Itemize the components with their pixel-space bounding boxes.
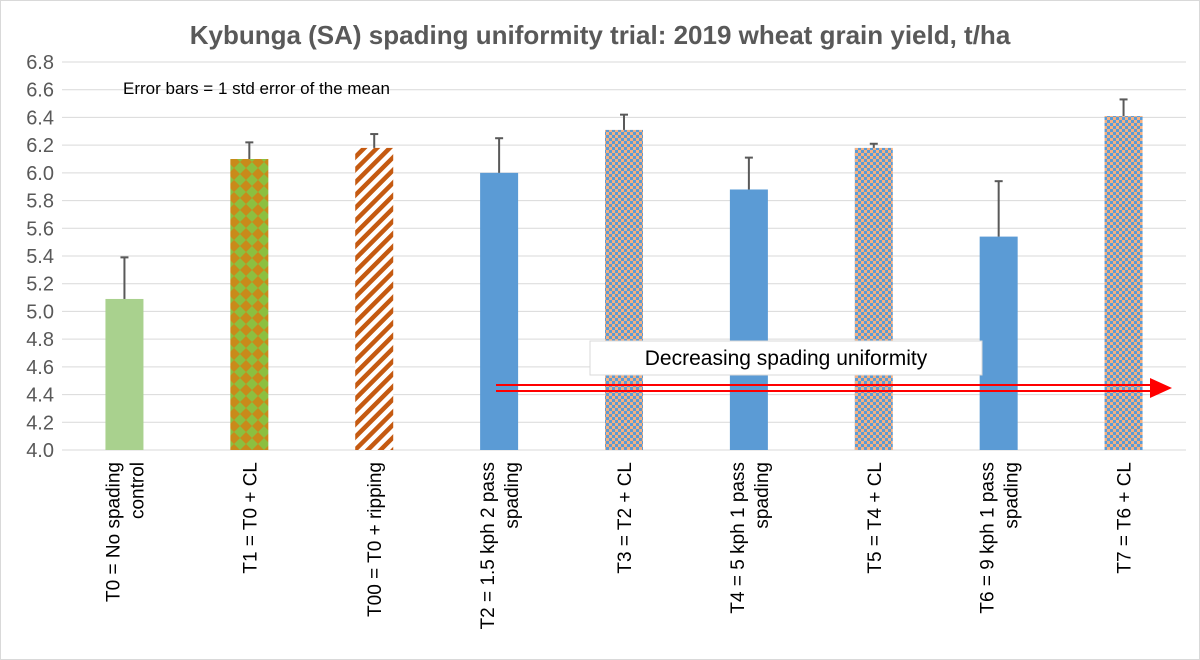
y-axis-ticks: 4.0 4.2 4.4 4.6 4.8 5.0 5.2 5.4 5.6 5.8 6.0 6.2 6.4 6…	[26, 52, 54, 462]
x-category-line: spading	[502, 462, 523, 529]
x-category-line: T0 = No spading	[103, 462, 124, 602]
x-category-label: T5 = T4 + CL	[865, 462, 886, 574]
bar	[729, 189, 768, 450]
y-tick-label: 6.6	[26, 80, 54, 102]
bar	[979, 236, 1018, 450]
x-category-line: control	[127, 462, 148, 519]
y-tick-label: 5.4	[26, 246, 54, 268]
x-category-line: T6 = 9 kph 1 pass	[978, 462, 999, 614]
x-category-label: T7 = T6 + CL	[1115, 462, 1136, 574]
x-category-line: T4 = 5 kph 1 pass	[728, 462, 749, 614]
y-tick-label: 4.6	[26, 357, 54, 379]
x-category-label: T3 = T2 + CL	[615, 462, 636, 574]
arrow-head	[1150, 378, 1172, 398]
x-axis-labels: T0 = No spading control T1 = T0 + CL T00 = …	[103, 462, 1135, 629]
x-category-line: T2 = 1.5 kph 2 pass	[478, 462, 499, 629]
y-tick-label: 6.8	[26, 52, 54, 74]
y-tick-label: 4.8	[26, 329, 54, 351]
y-tick-label: 5.2	[26, 274, 54, 296]
y-tick-label: 5.6	[26, 218, 54, 240]
error-bars	[120, 98, 1128, 299]
y-tick-label: 4.2	[26, 412, 54, 434]
x-category-label: T1 = T0 + CL	[240, 462, 261, 574]
x-category-line: spading	[1002, 462, 1023, 529]
x-category-line: T5 = T4 + CL	[865, 462, 886, 574]
y-tick-label: 5.0	[26, 301, 54, 323]
bar	[480, 172, 519, 450]
error-bar-note: Error bars = 1 std error of the mean	[123, 79, 390, 98]
y-tick-label: 6.0	[26, 163, 54, 185]
bar	[1104, 116, 1143, 451]
annotation-box	[589, 340, 983, 376]
y-tick-label: 4.0	[26, 440, 54, 462]
x-category-line: T1 = T0 + CL	[240, 462, 261, 574]
y-tick-label: 5.8	[26, 191, 54, 213]
x-category-label: T00 = T0 + ripping	[365, 462, 386, 617]
decreasing-uniformity-arrow	[496, 378, 1172, 398]
x-category-label: T0 = No spading control	[103, 462, 148, 602]
x-category-label: T6 = 9 kph 1 pass spading	[978, 462, 1023, 614]
bar	[105, 298, 144, 450]
y-tick-label: 6.4	[26, 107, 54, 129]
x-category-line: T00 = T0 + ripping	[365, 462, 386, 617]
y-tick-label: 6.2	[26, 135, 54, 157]
x-category-label: T2 = 1.5 kph 2 pass spading	[478, 462, 523, 629]
bars	[105, 116, 1143, 451]
x-category-line: spading	[752, 462, 773, 529]
bar	[230, 159, 269, 450]
x-category-line: T3 = T2 + CL	[615, 462, 636, 574]
bar	[854, 147, 893, 450]
bar	[605, 129, 643, 450]
y-tick-label: 4.4	[26, 385, 54, 407]
bar	[355, 147, 394, 450]
x-category-label: T4 = 5 kph 1 pass spading	[728, 462, 773, 614]
x-category-line: T7 = T6 + CL	[1115, 462, 1136, 574]
chart-title: Kybunga (SA) spading uniformity trial: 2…	[190, 20, 1011, 50]
annotation-text: Decreasing spading uniformity	[645, 347, 928, 370]
uniformity-annotation: Decreasing spading uniformity	[589, 340, 983, 376]
